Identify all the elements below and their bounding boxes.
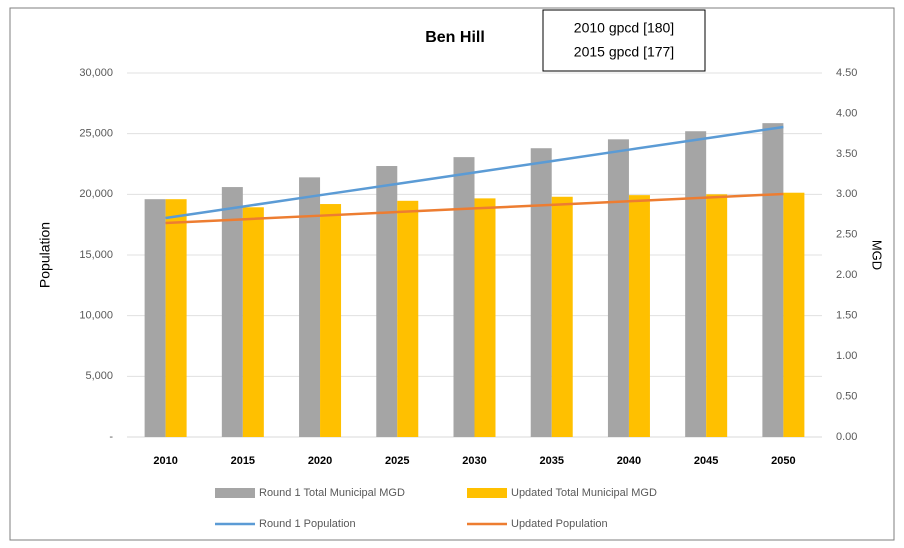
bar	[783, 192, 805, 437]
x-tick-label: 2025	[385, 455, 409, 467]
y-tick-label: 30,000	[79, 67, 113, 79]
x-tick-label: 2040	[617, 455, 641, 467]
y2-axis-label: MGD	[870, 240, 885, 270]
line	[165, 125, 784, 220]
bar	[376, 166, 398, 437]
x-tick-label: 2015	[231, 455, 255, 467]
legend-label: Updated Total Municipal MGD	[511, 487, 657, 499]
y-tick-label: 15,000	[79, 249, 113, 261]
x-tick-label: 2045	[694, 455, 718, 467]
y2-tick-label: 0.50	[836, 390, 857, 402]
bar	[453, 157, 475, 437]
legend-label: Round 1 Total Municipal MGD	[259, 487, 405, 499]
y-tick-label: -	[109, 431, 113, 443]
y2-tick-label: 4.50	[836, 67, 857, 79]
bar	[165, 199, 187, 437]
bar	[706, 194, 728, 437]
x-tick-label: 2010	[153, 455, 177, 467]
y-tick-label: 20,000	[79, 188, 113, 200]
y-axis-label: Population	[37, 222, 53, 288]
y2-tick-label: 3.00	[836, 188, 857, 200]
bar	[242, 207, 264, 437]
bar	[397, 200, 419, 437]
y2-tick-label: 4.00	[836, 107, 857, 119]
x-tick-label: 2035	[539, 455, 563, 467]
bar	[144, 199, 166, 437]
bar	[221, 187, 243, 437]
x-tick-label: 2050	[771, 455, 795, 467]
bar	[320, 204, 342, 437]
y2-tick-label: 3.50	[836, 148, 857, 160]
y-tick-label: 5,000	[85, 370, 113, 382]
bar	[607, 139, 629, 437]
annotation: 2015 gpcd [177]	[574, 44, 674, 60]
bar	[474, 198, 496, 437]
chart-frame	[9, 7, 895, 541]
annotation: 2010 gpcd [180]	[574, 20, 674, 36]
y2-tick-label: 2.50	[836, 229, 857, 241]
y2-tick-label: 1.50	[836, 310, 857, 322]
bar	[685, 131, 707, 438]
y2-tick-label: 0.00	[836, 431, 857, 443]
y2-tick-label: 1.00	[836, 350, 857, 362]
bar	[530, 148, 552, 437]
y2-tick-label: 2.00	[836, 269, 857, 281]
annotation-box	[542, 9, 706, 72]
y-tick-label: 10,000	[79, 310, 113, 322]
line	[165, 192, 784, 225]
bar	[551, 196, 573, 437]
bar	[628, 195, 650, 437]
x-tick-label: 2030	[462, 455, 486, 467]
legend-swatch	[467, 488, 507, 498]
legend-label: Round 1 Population	[259, 518, 356, 530]
bar	[299, 177, 321, 437]
bar	[762, 123, 784, 437]
legend-label: Updated Population	[511, 518, 608, 530]
chart-title: Ben Hill	[425, 29, 485, 46]
legend-swatch	[215, 488, 255, 498]
x-tick-label: 2020	[308, 455, 332, 467]
y-tick-label: 25,000	[79, 128, 113, 140]
